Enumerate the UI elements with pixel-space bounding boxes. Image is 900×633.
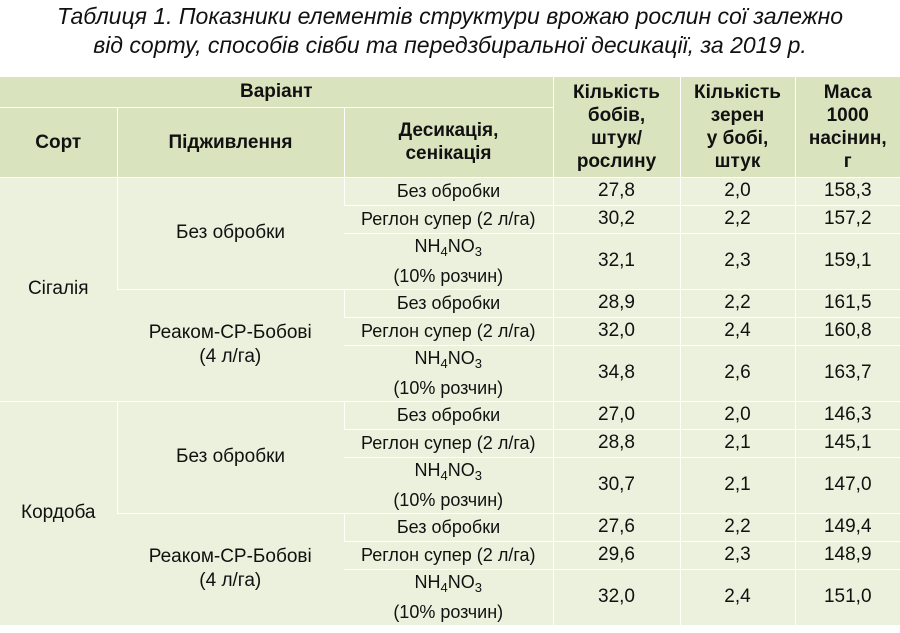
table-caption: Таблиця 1. Показники елементів структури…: [0, 0, 900, 66]
mass-value: 163,7: [794, 344, 900, 401]
table-row: Реглон супер (2 л/га) 28,8 2,1 145,1: [0, 428, 900, 457]
pods-value: 29,6: [552, 540, 680, 569]
caption-line-1: Таблиця 1. Показники елементів структури…: [56, 3, 844, 29]
pods-value: 32,1: [552, 232, 680, 289]
table-row: NH4NO3 (10% розчин) 32,0 2,4 151,0: [0, 568, 900, 625]
header-thousand-seed-mass: Маса 1000 насінин, г: [794, 77, 900, 177]
table-row: NH4NO3 (10% розчин) 32,1 2,3 159,1: [0, 232, 900, 289]
mass-value: 149,4: [794, 512, 900, 541]
table-row: Реаком-СР-Бобові (4 л/га) Без обробки 28,…: [0, 288, 900, 401]
pods-value: 27,0: [552, 400, 680, 429]
seeds-value: 2,0: [679, 400, 795, 429]
desiccation-cell: NH4NO3 (10% розчин): [344, 232, 553, 289]
desiccation-cell: NH4NO3 (10% розчин): [344, 456, 553, 513]
desiccation-cell: Реглон супер (2 л/га): [344, 316, 553, 345]
mass-value: 159,1: [794, 232, 900, 289]
table-row: Сігалія Без обробки Без обробки 27,8 2,0…: [0, 176, 900, 401]
seeds-value: 2,6: [679, 344, 795, 401]
seeds-value: 2,3: [679, 540, 795, 569]
desiccation-cell: Без обробки: [343, 400, 553, 429]
desiccation-cell: Реглон супер (2 л/га): [344, 428, 553, 457]
mass-value: 146,3: [794, 400, 900, 429]
seeds-value: 2,4: [679, 568, 795, 625]
feeding-cell: Без обробки: [116, 176, 344, 289]
table-row: Реаком-СР-Бобові (4 л/га) Без обробки 27,…: [0, 512, 900, 625]
desiccation-cell: Без обробки: [343, 512, 553, 541]
feeding-cell: Без обробки: [116, 400, 344, 513]
desiccation-cell: Реглон супер (2 л/га): [344, 540, 553, 569]
seeds-value: 2,2: [679, 512, 795, 541]
desiccation-cell: Без обробки: [343, 288, 553, 317]
desiccation-cell: NH4NO3 (10% розчин): [344, 568, 553, 625]
data-table: Варіант Кількість бобів, штук/рослину Кіль…: [0, 77, 900, 625]
seeds-value: 2,2: [679, 288, 795, 317]
mass-value: 145,1: [794, 428, 900, 457]
table-row: NH4NO3 (10% розчин) 30,7 2,1 147,0: [0, 456, 900, 513]
table-row: Кордоба Без обробки Без обробки 27,0 2,0…: [0, 400, 900, 625]
table-row: NH4NO3 (10% розчин) 34,8 2,6 163,7: [0, 344, 900, 401]
pods-value: 34,8: [552, 344, 680, 401]
sort-cell: Сігалія: [0, 176, 117, 401]
header-pods-count: Кількість бобів, штук/рослину: [552, 77, 680, 177]
pods-value: 30,2: [552, 204, 680, 233]
sort-cell: Кордоба: [0, 400, 117, 625]
table-row: Реглон супер (2 л/га) 32,0 2,4 160,8: [0, 316, 900, 345]
header-seeds-per-pod: Кількість зерен у бобі, штук: [679, 77, 795, 177]
header-feeding: Підживлення: [116, 106, 344, 177]
pods-value: 27,6: [552, 512, 680, 541]
table-row: Реглон супер (2 л/га) 29,6 2,3 148,9: [0, 540, 900, 569]
seeds-value: 2,3: [679, 232, 795, 289]
mass-value: 161,5: [794, 288, 900, 317]
seeds-value: 2,2: [679, 204, 795, 233]
pods-value: 28,9: [552, 288, 680, 317]
feeding-cell: Реаком-СР-Бобові (4 л/га): [117, 288, 344, 401]
mass-value: 158,3: [794, 176, 900, 205]
seeds-value: 2,0: [679, 176, 795, 205]
header-variant: Варіант: [0, 77, 553, 107]
feeding-cell: Реаком-СР-Бобові (4 л/га): [117, 512, 344, 625]
desiccation-cell: Реглон супер (2 л/га): [344, 204, 553, 233]
pods-value: 28,8: [552, 428, 680, 457]
seeds-value: 2,1: [679, 456, 795, 513]
seeds-value: 2,4: [679, 316, 795, 345]
pods-value: 32,0: [552, 316, 680, 345]
mass-value: 157,2: [794, 204, 900, 233]
mass-value: 148,9: [794, 540, 900, 569]
pods-value: 32,0: [552, 568, 680, 625]
pods-value: 30,7: [552, 456, 680, 513]
header-desiccation: Десикація, сенікація: [343, 106, 553, 177]
table-row: Реглон супер (2 л/га) 30,2 2,2 157,2: [0, 204, 900, 233]
mass-value: 147,0: [794, 456, 900, 513]
desiccation-cell: Без обробки: [343, 176, 553, 205]
seeds-value: 2,1: [679, 428, 795, 457]
desiccation-cell: NH4NO3 (10% розчин): [344, 344, 553, 401]
pods-value: 27,8: [552, 176, 680, 205]
mass-value: 151,0: [794, 568, 900, 625]
mass-value: 160,8: [794, 316, 900, 345]
caption-line-2: від сорту, способів сівби та передзбирал…: [93, 32, 807, 58]
header-sort: Сорт: [0, 106, 117, 177]
